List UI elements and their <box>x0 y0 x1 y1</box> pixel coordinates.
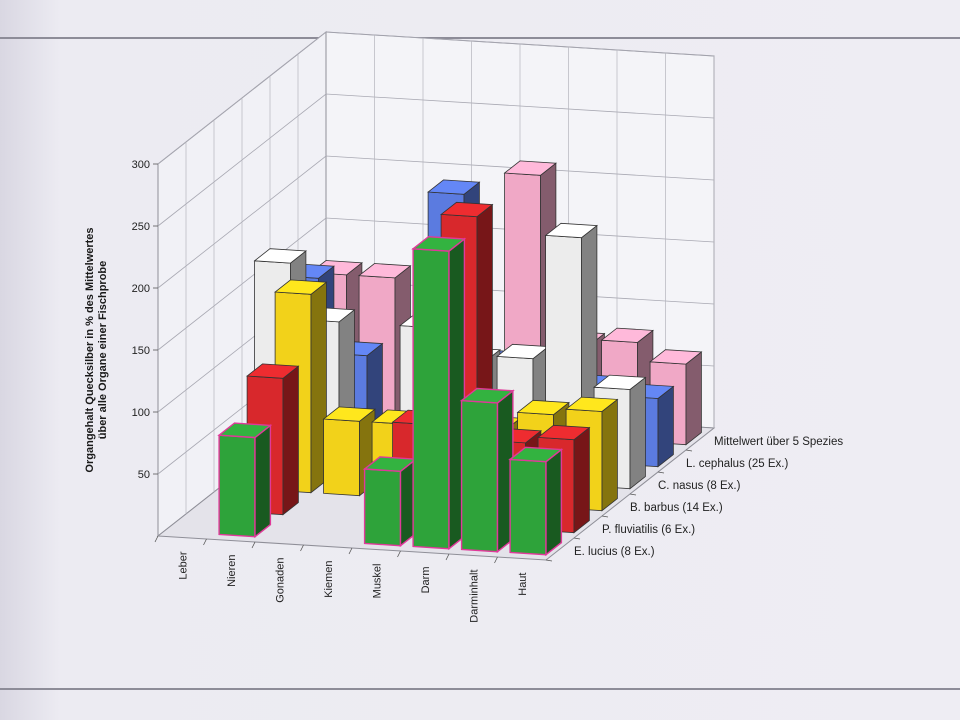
bar-top <box>503 160 557 176</box>
depth-tick-mark <box>601 515 609 518</box>
x-tick-label: Gonaden <box>274 558 286 603</box>
depth-tick-mark <box>685 449 693 452</box>
bar <box>217 422 273 539</box>
bar-front <box>412 248 450 550</box>
y-tick-label: 50 <box>138 469 150 481</box>
bar-front <box>363 468 402 547</box>
x-tick-label: Kiemen <box>323 561 335 598</box>
series-label: E. lucius (8 Ex.) <box>574 546 655 558</box>
x-tick-mark <box>348 547 353 555</box>
bar-front <box>323 418 360 497</box>
bar-top <box>593 374 647 390</box>
bar-top <box>565 396 619 412</box>
bar-top <box>544 222 598 239</box>
bar <box>411 235 467 551</box>
x-tick-labels: Leber Nieren Gonaden Kiemen Muskel Darm Darmin… <box>154 535 529 623</box>
series-label: B. barbus (14 Ex.) <box>630 502 723 514</box>
y-tick-label: 200 <box>132 283 150 295</box>
bar <box>459 387 515 554</box>
series-label: P. fluviatilis (6 Ex.) <box>602 524 695 536</box>
x-tick-mark <box>494 556 498 564</box>
top-rule <box>0 37 960 39</box>
bar-top <box>274 279 328 295</box>
x-tick-mark <box>300 544 304 552</box>
x-tick-label: Darminhalt <box>468 570 480 623</box>
bar <box>362 456 418 548</box>
bar-top <box>322 406 376 422</box>
series-label: C. nasus (8 Ex.) <box>658 480 741 492</box>
bar-side <box>282 365 299 516</box>
bar-top <box>427 179 481 195</box>
bar-top <box>649 349 703 365</box>
bar-front <box>218 434 256 538</box>
x-tick-label: Muskel <box>371 564 383 599</box>
bar-top <box>217 422 273 439</box>
series-label: L. cephalus (25 Ex.) <box>686 458 788 470</box>
depth-tick-mark <box>573 537 581 540</box>
y-tick-label: 250 <box>132 221 150 233</box>
bar-side <box>657 385 674 468</box>
x-tick-label: Nieren <box>226 555 238 587</box>
bar-side <box>685 351 702 446</box>
bar-side <box>573 426 590 534</box>
y-tick-label: 100 <box>132 407 150 419</box>
bar-side <box>254 423 272 539</box>
bar-front <box>460 399 499 553</box>
bar-top <box>358 263 412 279</box>
bar-top <box>516 399 570 416</box>
x-tick-label: Darm <box>420 567 432 594</box>
x-tick-mark <box>203 538 207 546</box>
bar-top <box>411 235 467 252</box>
y-tick-labels: 50 100 150 200 250 300 <box>132 159 158 481</box>
depth-tick-mark <box>545 559 553 562</box>
bar-top <box>440 201 494 218</box>
chart-bars <box>217 160 703 557</box>
y-tick-label: 300 <box>132 159 150 171</box>
bar-side <box>545 448 563 557</box>
bar-top <box>253 248 307 264</box>
depth-tick-mark <box>629 493 637 496</box>
series-labels: E. lucius (8 Ex.) P. fluviatilis (6 Ex.) B… <box>545 436 843 562</box>
x-tick-mark <box>154 535 159 543</box>
bar-front <box>509 458 547 556</box>
bar <box>649 349 703 446</box>
x-tick-label: Haut <box>517 573 529 596</box>
bar-side <box>601 398 618 512</box>
bar-side <box>629 376 646 490</box>
bar-top <box>508 446 564 463</box>
bar <box>274 279 328 494</box>
x-tick-mark <box>445 553 450 561</box>
bar-top <box>246 363 300 379</box>
bottom-rule <box>0 688 960 690</box>
depth-tick-mark <box>657 471 665 474</box>
x-tick-label: Leber <box>177 551 189 579</box>
bar <box>508 446 564 557</box>
bar-top <box>600 327 654 343</box>
bar-top <box>537 424 591 441</box>
series-label: Mittelwert über 5 Spezies <box>714 436 843 448</box>
x-tick-mark <box>397 550 401 558</box>
bar-top <box>459 387 515 404</box>
y-tick-label: 150 <box>132 345 150 357</box>
x-tick-mark <box>251 541 256 549</box>
